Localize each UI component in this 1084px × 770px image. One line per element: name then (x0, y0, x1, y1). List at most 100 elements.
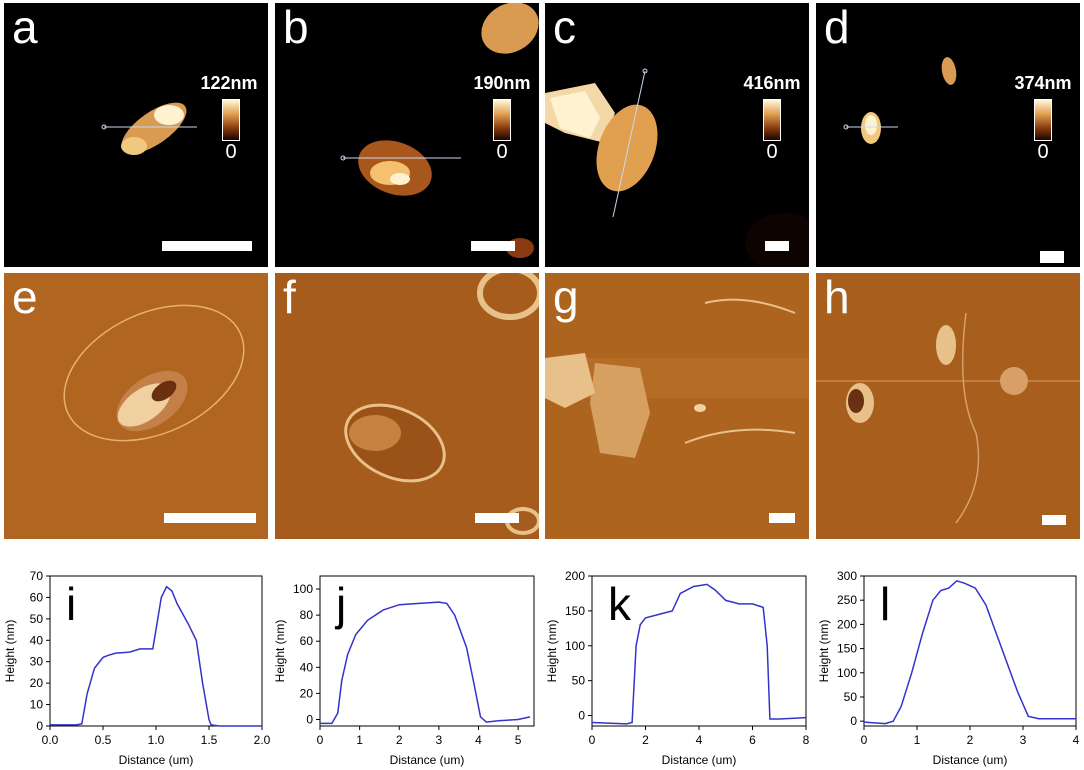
chart-panel-label: k (608, 578, 632, 630)
colorbar-min-d: 0 (1037, 141, 1049, 163)
scale-bar-d (1040, 251, 1064, 263)
afm-height-image-a: a 122nm 0 (4, 3, 268, 267)
panel-label-e: e (12, 273, 38, 323)
y-tick-label: 50 (30, 612, 44, 626)
panel-label-a: a (12, 3, 38, 53)
afm-height-image-b: b 190nm 0 (275, 3, 539, 267)
y-tick-label: 150 (565, 604, 585, 618)
y-tick-label: 80 (300, 608, 314, 622)
y-tick-label: 0 (850, 714, 857, 728)
scale-bar-a (162, 241, 252, 251)
x-tick-label: 0.5 (95, 733, 112, 747)
afm-topography-d (843, 57, 957, 144)
afm-height-image-c: c 416nm 0 (545, 3, 809, 267)
y-axis-label: Height (nm) (273, 620, 287, 683)
plot-frame (319, 575, 535, 727)
afm-phase-image-h: h (816, 273, 1080, 539)
x-tick-label: 4 (1073, 733, 1080, 747)
afm-phase-image-f: f (275, 273, 539, 539)
x-axis-label: Distance (um) (662, 753, 737, 767)
x-tick-label: 3 (1020, 733, 1027, 747)
y-axis-label: Height (nm) (3, 620, 17, 683)
chart-svg-j: 0 20 40 60 80 100 0 1 2 3 4 5 Distance (um) Height (n… (273, 575, 535, 767)
y-tick-label: 10 (30, 698, 44, 712)
scale-bar-b (471, 241, 515, 251)
height-profile-line (320, 601, 531, 725)
colorbar-max-a: 122nm (200, 73, 258, 93)
y-tick-label: 70 (30, 569, 44, 583)
x-tick-label: 1.0 (148, 733, 165, 747)
plot-frame (49, 575, 263, 727)
y-tick-label: 30 (30, 655, 44, 669)
height-profile-line (50, 585, 262, 727)
y-tick-label: 40 (300, 660, 314, 674)
colorbar-min-c: 0 (766, 141, 778, 163)
panel-label-g: g (553, 273, 579, 323)
colorbar-c (763, 99, 781, 141)
chart-svg-l: 0 50 100 150 200 250 300 0 1 2 3 4 Distance (um) Heig… (817, 569, 1080, 767)
scale-bar-g (769, 513, 795, 523)
y-tick-label: 300 (837, 569, 857, 583)
x-tick-label: 1 (914, 733, 921, 747)
height-profile-chart-l: 0 50 100 150 200 250 300 0 1 2 3 4 Distance (um) Heig… (814, 566, 1084, 770)
x-tick-label: 8 (803, 733, 810, 747)
x-tick-label: 0.0 (42, 733, 59, 747)
y-axis-label: Height (nm) (545, 620, 559, 683)
x-axis-label: Distance (um) (933, 753, 1008, 767)
afm-phase-h (816, 273, 1080, 539)
scale-bar-h (1042, 515, 1066, 525)
scale-bar-f (475, 513, 519, 523)
afm-phase-e (4, 273, 268, 539)
colorbar-d (1034, 99, 1052, 141)
colorbar-a (222, 99, 240, 141)
chart-panel-label: l (880, 578, 890, 630)
height-profile-chart-j: 0 20 40 60 80 100 0 1 2 3 4 5 Distance (um) Height (n… (270, 566, 542, 770)
x-tick-label: 4 (475, 733, 482, 747)
colorbar-min-b: 0 (496, 141, 508, 163)
afm-phase-image-e: e (4, 273, 268, 539)
chart-panel-label: i (66, 578, 76, 630)
scale-bar-c (765, 241, 789, 251)
height-profile-line (591, 583, 807, 725)
x-tick-label: 2 (967, 733, 974, 747)
chart-svg-i: 0 10 20 30 40 50 60 70 0.0 0.5 1.0 1.5 2.0 Distance (… (3, 569, 271, 767)
x-tick-label: 6 (749, 733, 756, 747)
x-axis-label: Distance (um) (119, 753, 194, 767)
panel-label-b: b (283, 3, 309, 53)
height-profile-chart-i: 0 10 20 30 40 50 60 70 0.0 0.5 1.0 1.5 2.0 Distance (… (0, 566, 271, 770)
x-tick-label: 0 (861, 733, 868, 747)
colorbar-max-b: 190nm (473, 73, 531, 93)
plot-frame (863, 575, 1077, 727)
y-tick-label: 60 (300, 634, 314, 648)
y-tick-label: 100 (565, 639, 585, 653)
x-tick-label: 1.5 (201, 733, 218, 747)
x-tick-label: 2 (642, 733, 649, 747)
colorbar-max-c: 416nm (743, 73, 801, 93)
y-tick-label: 0 (578, 709, 585, 723)
afm-phase-g (545, 273, 809, 539)
y-tick-label: 0 (36, 719, 43, 733)
colorbar-min-a: 0 (225, 141, 237, 163)
y-tick-label: 200 (837, 617, 857, 631)
colorbar-max-d: 374nm (1014, 73, 1072, 93)
x-tick-label: 5 (515, 733, 522, 747)
colorbar-b (493, 99, 511, 141)
height-profile-line (863, 579, 1076, 725)
x-tick-label: 1 (356, 733, 363, 747)
afm-height-image-d: d 374nm 0 (816, 3, 1080, 267)
y-tick-label: 50 (844, 690, 858, 704)
panel-label-c: c (553, 3, 576, 53)
x-tick-label: 2.0 (254, 733, 271, 747)
x-tick-label: 4 (696, 733, 703, 747)
x-tick-label: 3 (436, 733, 443, 747)
afm-topography-c (545, 68, 809, 267)
y-tick-label: 40 (30, 633, 44, 647)
chart-panel-label: j (334, 578, 346, 630)
y-tick-label: 200 (565, 569, 585, 583)
y-tick-label: 150 (837, 642, 857, 656)
y-tick-label: 100 (837, 666, 857, 680)
x-tick-label: 2 (396, 733, 403, 747)
afm-phase-image-g: g (545, 273, 809, 539)
height-profile-chart-k: 0 50 100 150 200 0 2 4 6 8 Distance (um) Height (nm… (542, 566, 814, 770)
afm-phase-f (275, 273, 539, 539)
